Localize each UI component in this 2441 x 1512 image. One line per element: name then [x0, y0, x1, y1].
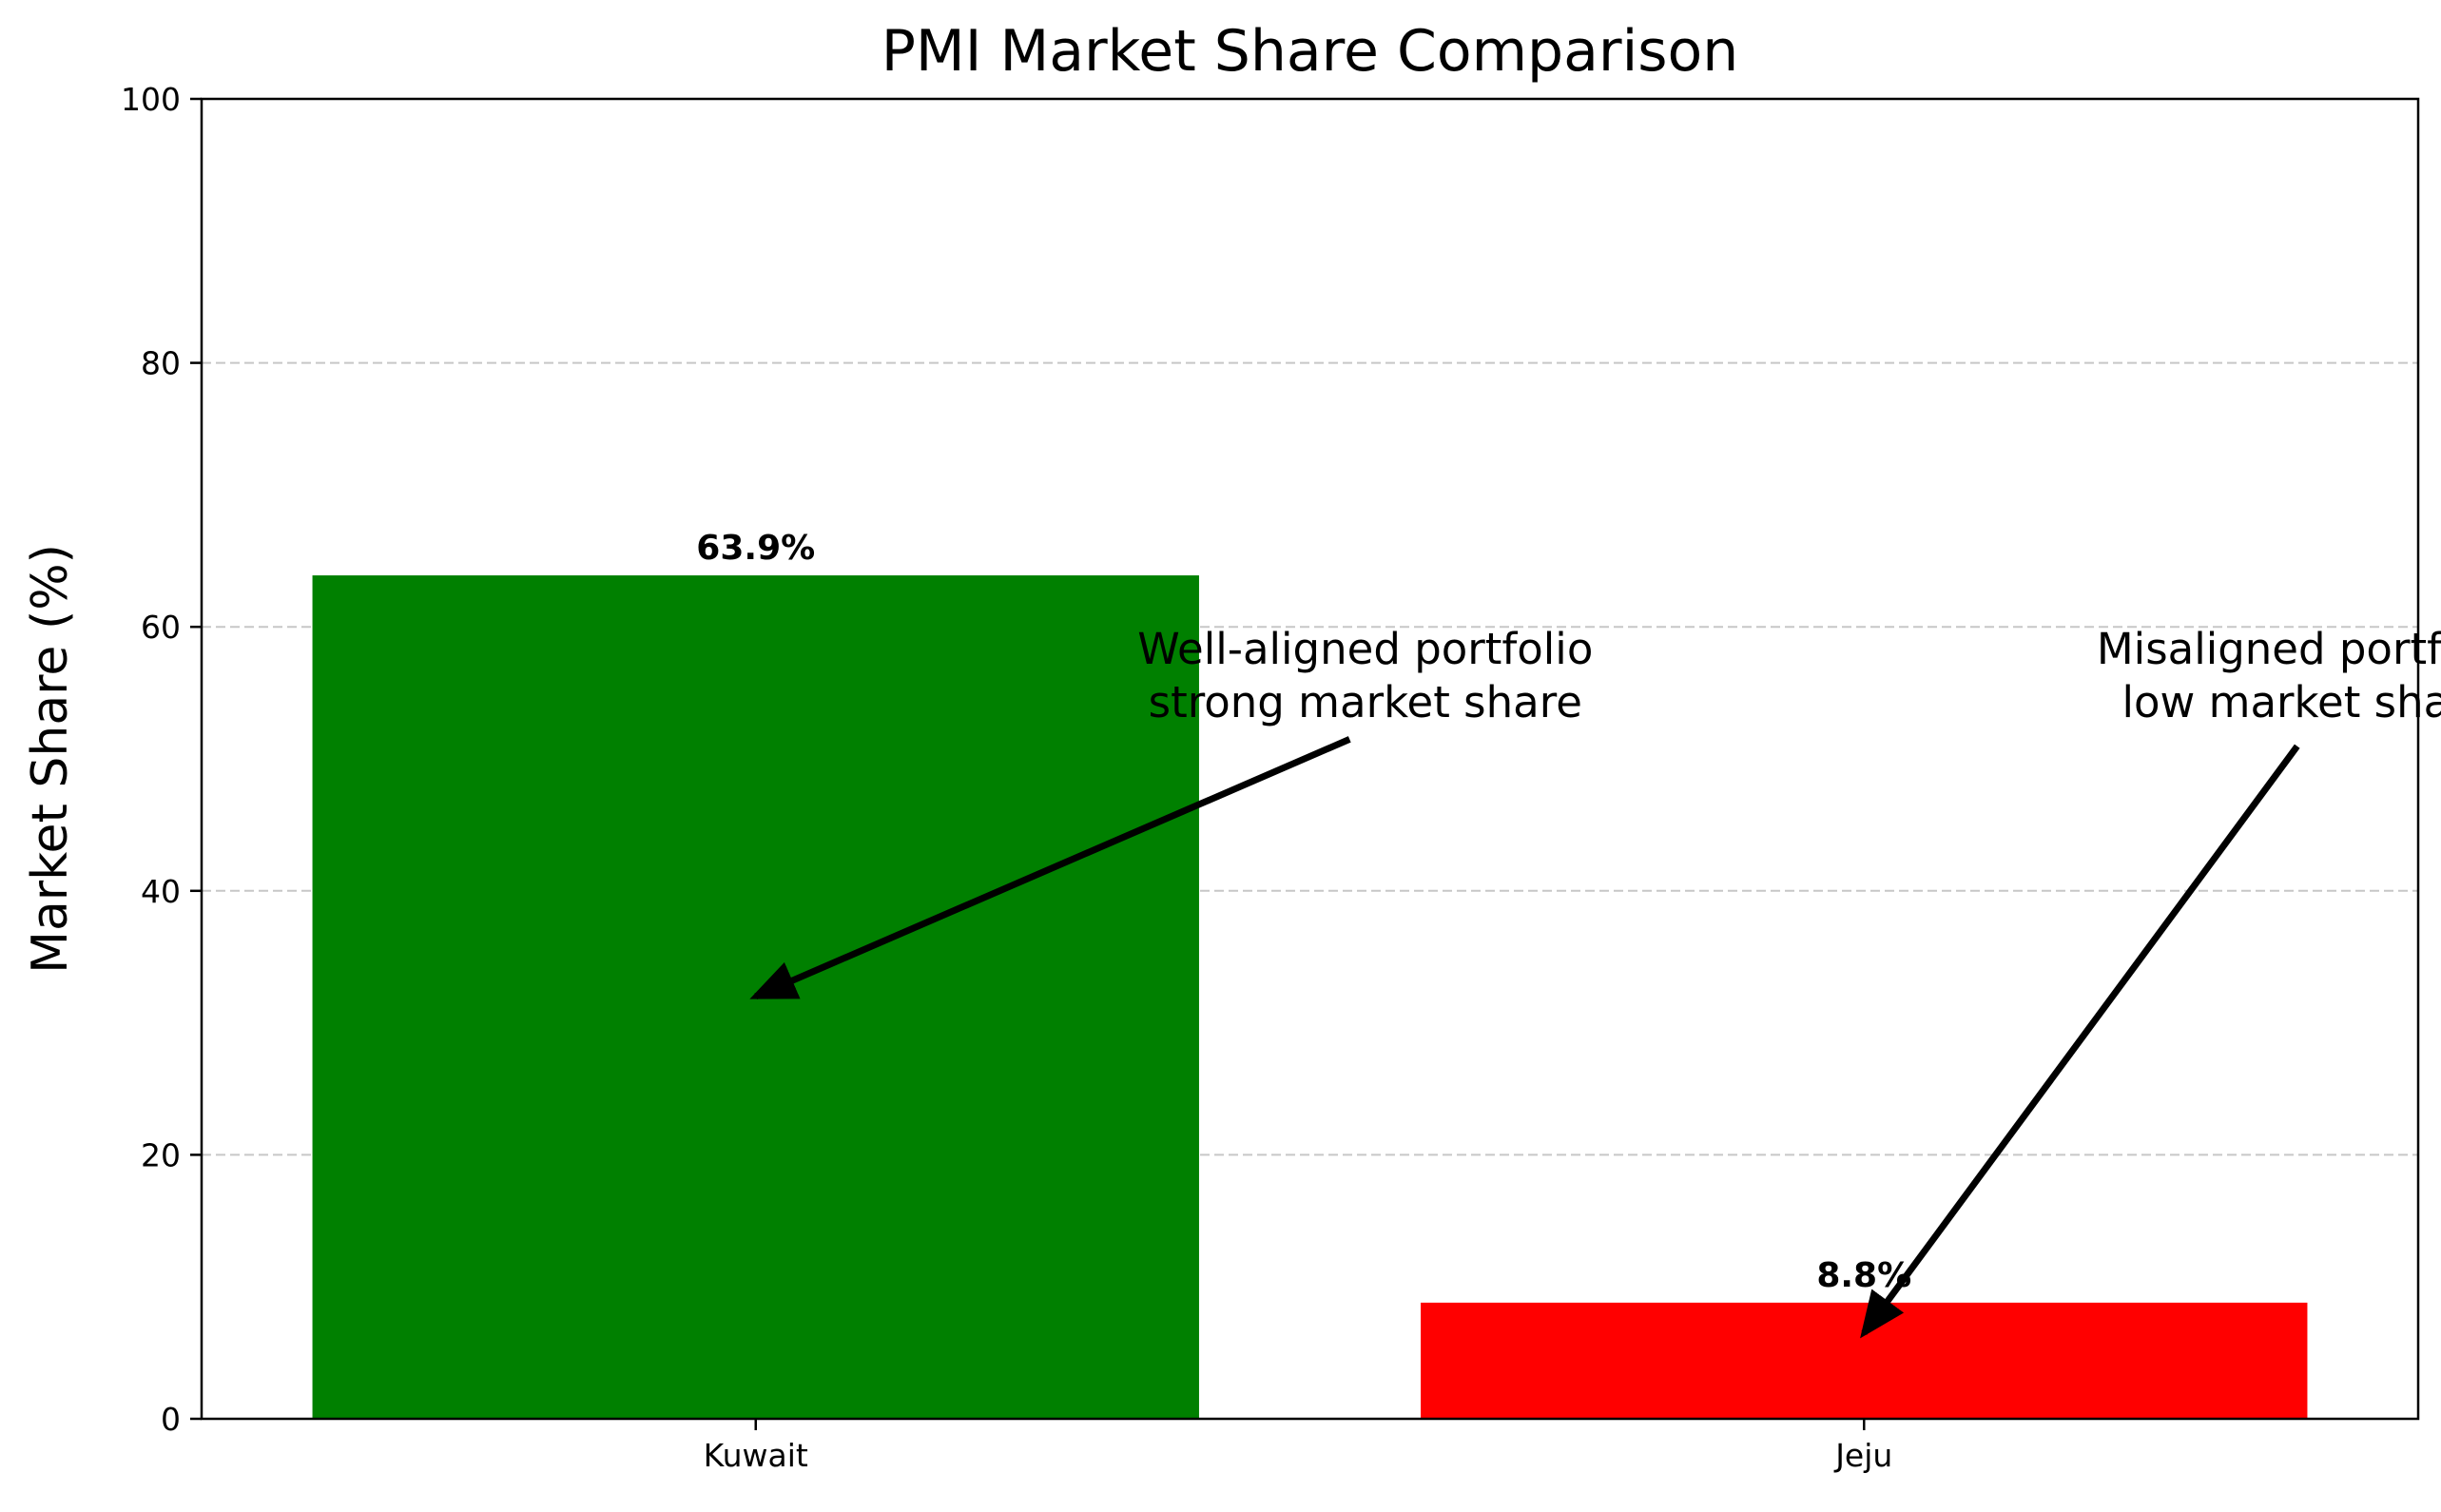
annotation-line-0-1: strong market share [1149, 677, 1582, 727]
y-tick-label-0: 0 [161, 1401, 181, 1438]
y-axis-ticks: 0 20 40 60 80 100 [121, 81, 202, 1438]
annotation-text-0: Well-aligned portfolio strong market shar… [1137, 624, 1593, 727]
chart-title: PMI Market Share Comparison [881, 18, 1739, 85]
x-tick-label-kuwait: Kuwait [704, 1437, 808, 1474]
gridlines [202, 361, 2418, 1156]
y-tick-label-4: 80 [141, 345, 181, 382]
y-tick-label-3: 60 [141, 609, 181, 646]
annotations: Well-aligned portfolio strong market shar… [749, 624, 2441, 1339]
annotation-arrow-1 [1860, 744, 2300, 1339]
y-axis-label: Market Share (%) [22, 544, 79, 974]
bar-jeju [1421, 1302, 2308, 1419]
bar-kuwait [312, 575, 1199, 1419]
y-tick-label-2: 40 [141, 873, 181, 910]
y-tick-label-1: 20 [141, 1136, 181, 1173]
annotation-line-1-0: Misaligned portfolio [2097, 624, 2441, 674]
y-tick-label-5: 100 [121, 81, 181, 118]
annotation-line-0-0: Well-aligned portfolio [1137, 624, 1593, 674]
value-label-kuwait: 63.9% [696, 529, 815, 568]
annotation-line-1-1: low market share [2122, 677, 2441, 727]
plot-area-frame [200, 97, 2420, 1421]
annotation-arrow-0 [749, 736, 1351, 1000]
x-axis-ticks: Kuwait Jeju [704, 1419, 1892, 1474]
annotation-text-1: Misaligned portfoliolow market share [2097, 624, 2441, 727]
x-tick-label-jeju: Jeju [1833, 1437, 1892, 1474]
